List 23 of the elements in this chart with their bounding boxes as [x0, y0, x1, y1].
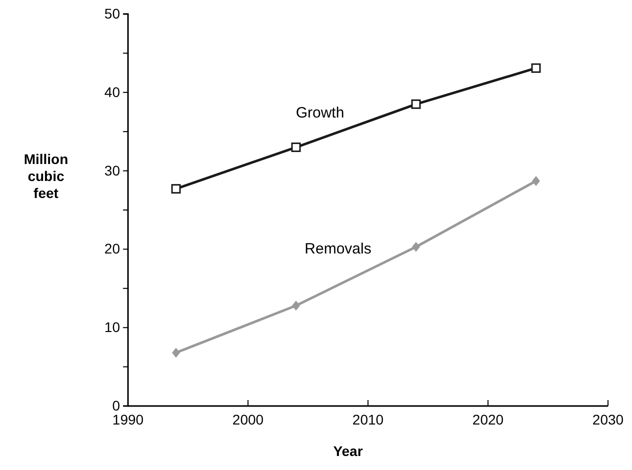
x-tick-label: 2020	[472, 411, 504, 428]
y-axis-title: Million cubic feet	[24, 151, 68, 201]
point	[411, 99, 421, 109]
series-label: Growth	[296, 104, 344, 122]
y-tick-label: 40	[104, 84, 120, 100]
y-tick-label: 0	[112, 397, 120, 414]
x-tick-label: 2010	[352, 411, 384, 428]
series-label: Removals	[304, 240, 372, 258]
y-tick-label: 10	[104, 319, 120, 336]
point	[412, 242, 420, 252]
point	[172, 348, 180, 358]
x-axis-title: Year	[333, 443, 364, 459]
y-tick-label: 30	[104, 162, 120, 178]
x-tick-label: 2030	[592, 411, 624, 428]
y-tick-label: 20	[104, 240, 120, 257]
point	[171, 184, 181, 194]
point	[532, 176, 540, 186]
point	[291, 142, 301, 152]
point	[531, 63, 541, 73]
x-tick-label: 1990	[112, 411, 144, 428]
point	[292, 300, 300, 311]
y-tick-label: 50	[104, 5, 120, 22]
x-tick-label: 2000	[232, 411, 264, 428]
